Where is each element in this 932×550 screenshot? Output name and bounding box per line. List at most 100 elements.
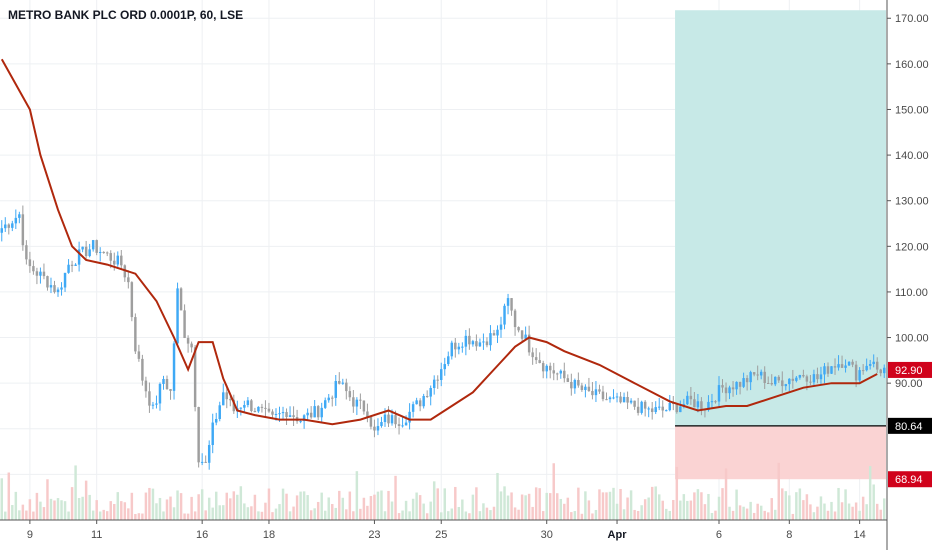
volume-bar [338, 490, 341, 520]
volume-bar [830, 501, 833, 520]
volume-bar [123, 502, 127, 520]
candle-body [0, 228, 3, 233]
candle-body [225, 392, 229, 400]
candle-body [313, 406, 316, 418]
volume-bar [499, 491, 503, 520]
price-badge[interactable] [888, 471, 932, 488]
volume-bar [134, 513, 137, 520]
volume-bar [781, 488, 784, 520]
volume-bar [538, 488, 541, 520]
volume-bar [812, 512, 816, 520]
candle-body [735, 381, 738, 390]
volume-bar [113, 503, 116, 520]
candle-body [387, 414, 390, 424]
candle-body [499, 324, 503, 330]
loss-zone[interactable] [675, 425, 886, 480]
volume-bar [253, 494, 257, 520]
candle-body [165, 378, 169, 390]
candle-body [752, 372, 756, 375]
candle-body [144, 380, 148, 392]
volume-bar [573, 511, 577, 520]
candle-body [629, 400, 633, 403]
candle-body [640, 401, 643, 413]
volume-bar [854, 502, 858, 520]
volume-bar [791, 513, 795, 520]
price-badge[interactable] [888, 417, 932, 434]
volume-bar [883, 498, 886, 520]
candle-body [390, 415, 394, 424]
candle-body [563, 370, 566, 379]
candle-body [584, 386, 587, 391]
volume-bar [204, 510, 207, 520]
candle-body [334, 381, 337, 398]
candle-body [756, 374, 759, 376]
candle-body [503, 305, 506, 325]
candle-body [81, 246, 84, 250]
candle-body [661, 406, 664, 411]
candle-body [468, 335, 471, 345]
candle-body [338, 381, 341, 384]
y-tick-label: 130.00 [895, 196, 929, 208]
candle-body [11, 223, 14, 228]
volume-bar [858, 510, 861, 520]
x-tick-label: 14 [854, 529, 866, 541]
profit-zone[interactable] [675, 10, 886, 426]
candle-body [570, 381, 573, 389]
candle-body [513, 310, 517, 328]
volume-bar [4, 511, 7, 520]
y-tick-label: 110.00 [895, 287, 928, 299]
candle-body [113, 260, 116, 265]
candle-body [84, 246, 88, 257]
candle-body [373, 426, 376, 431]
candle-body [21, 214, 25, 246]
volume-bar [784, 491, 788, 520]
candle-body [46, 276, 49, 288]
candle-body [710, 401, 714, 403]
candle-body [443, 364, 446, 370]
candle-body [819, 374, 823, 380]
candle-body [323, 400, 327, 408]
candle-body [686, 395, 689, 405]
candle-body [383, 414, 387, 423]
volume-bar [643, 499, 647, 520]
candle-body [816, 374, 819, 380]
y-tick-label: 170.00 [895, 13, 929, 25]
candle-body [253, 411, 257, 413]
volume-bar [106, 511, 109, 520]
candle-body [141, 358, 144, 381]
candle-body [77, 249, 81, 265]
candle-body [98, 251, 102, 253]
candle-body [707, 401, 710, 411]
candle-body [60, 287, 63, 290]
candle-body [795, 377, 798, 381]
candle-body [4, 224, 7, 229]
candle-body [861, 370, 865, 372]
volume-bar [563, 503, 566, 520]
candle-body [777, 376, 780, 381]
candle-body [134, 317, 137, 352]
position-tool[interactable] [675, 10, 886, 480]
volume-bar [25, 510, 28, 520]
volume-bar [197, 494, 200, 520]
candle-body [549, 365, 552, 371]
candle-body [239, 407, 243, 409]
volume-bar [144, 492, 148, 520]
volume-bar [875, 503, 879, 520]
candle-body [636, 406, 640, 413]
volume-bar [714, 510, 717, 520]
x-axis-panel[interactable] [0, 520, 932, 550]
candle-body [397, 424, 401, 426]
volume-bar [190, 496, 193, 520]
price-badge[interactable] [888, 361, 932, 378]
candle-body [95, 240, 98, 253]
volume-bar [158, 497, 162, 520]
candle-body [369, 417, 373, 427]
volume-bar [109, 501, 112, 520]
y-axis-panel[interactable] [887, 0, 932, 550]
volume-bar [352, 511, 355, 520]
volume-bar [95, 500, 98, 520]
candle-body [693, 399, 696, 408]
